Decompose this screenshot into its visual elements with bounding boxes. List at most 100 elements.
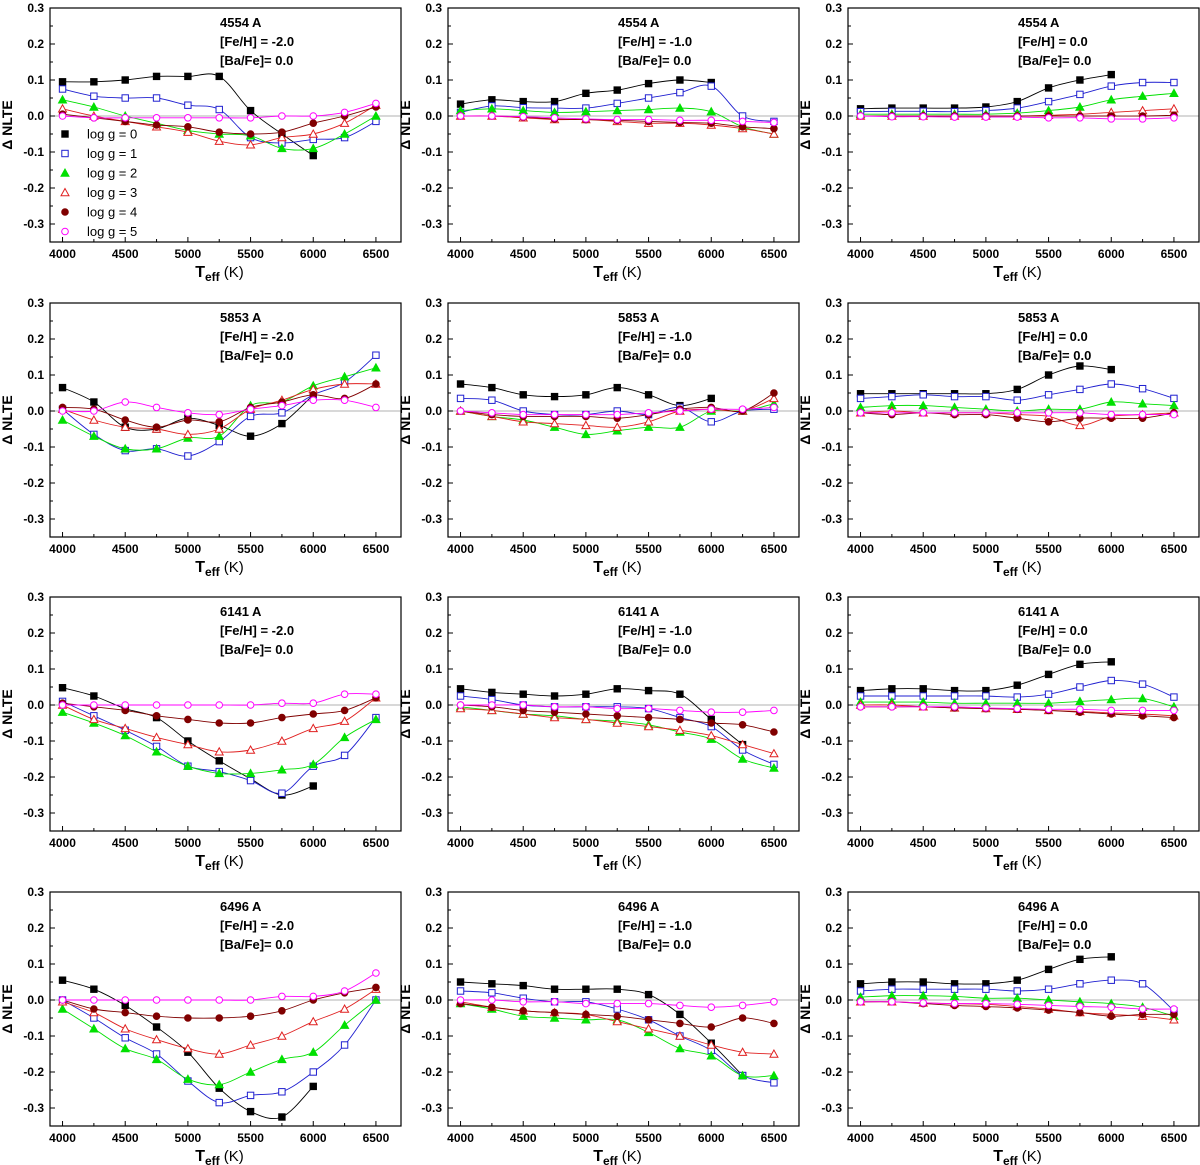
- x-tick-label: 6500: [1161, 1131, 1188, 1145]
- data-point: [340, 396, 349, 405]
- data-point: [488, 688, 496, 697]
- feh-label: [Fe/H] = 0.0: [1018, 918, 1088, 933]
- y-tick-label: -0.2: [421, 770, 442, 784]
- y-axis-label: Δ NLTE: [797, 689, 813, 738]
- data-point: [372, 380, 380, 388]
- data-point: [121, 701, 130, 709]
- data-point: [488, 112, 496, 120]
- data-point: [1044, 97, 1053, 106]
- data-point: [707, 116, 716, 125]
- data-series: [58, 351, 380, 460]
- y-tick-label: 0.3: [27, 296, 44, 310]
- data-point: [278, 1113, 286, 1121]
- data-point: [278, 992, 286, 1001]
- legend: log g = 0 log g = 1 log g = 2 log g = 3 log …: [60, 127, 137, 239]
- data-point: [278, 1088, 286, 1096]
- data-series: [856, 409, 1178, 419]
- data-point: [215, 72, 223, 81]
- x-tick-label: 4500: [112, 1131, 139, 1145]
- y-tick-label: 0.2: [27, 332, 44, 346]
- data-point: [215, 114, 224, 122]
- data-point: [309, 112, 318, 120]
- data-point: [919, 999, 928, 1007]
- data-point: [1138, 1005, 1147, 1013]
- data-point: [246, 1012, 255, 1021]
- y-tick-label: -0.1: [421, 145, 442, 159]
- data-point: [309, 1082, 317, 1091]
- data-point: [120, 723, 131, 733]
- data-point: [488, 701, 496, 709]
- x-tick-label: 6000: [698, 542, 725, 556]
- y-tick-label: 0.0: [27, 698, 44, 712]
- data-point: [550, 692, 559, 700]
- x-tick-label: 6000: [300, 1131, 327, 1145]
- feh-label: [Fe/H] = 0.0: [1018, 34, 1088, 49]
- data-point: [121, 1008, 130, 1017]
- y-tick-label: -0.2: [421, 1065, 442, 1079]
- x-tick-label: 4000: [49, 836, 76, 850]
- data-point: [613, 410, 622, 419]
- y-axis-label: Δ NLTE: [397, 984, 413, 1033]
- data-point: [340, 1041, 349, 1049]
- data-point: [277, 735, 287, 745]
- data-point: [1169, 103, 1179, 113]
- data-point: [1107, 658, 1115, 666]
- x-tick-label: 5500: [237, 247, 264, 261]
- data-point: [121, 114, 130, 122]
- data-point: [1170, 693, 1178, 701]
- data-point: [456, 701, 465, 709]
- data-point: [1013, 976, 1021, 984]
- data-point: [549, 418, 560, 428]
- x-axis-label: Teff (K): [593, 559, 642, 579]
- y-axis-label: Δ NLTE: [397, 100, 413, 149]
- data-point: [58, 383, 67, 392]
- data-point: [183, 1074, 193, 1083]
- x-tick-label: 6000: [698, 836, 725, 850]
- data-point: [1106, 94, 1117, 104]
- legend-marker: [61, 130, 69, 138]
- data-point: [246, 701, 255, 709]
- data-point: [1013, 97, 1021, 106]
- y-tick-label: -0.1: [821, 145, 842, 159]
- data-point: [888, 112, 896, 121]
- x-tick-label: 5000: [573, 1131, 600, 1145]
- x-tick-label: 5500: [1035, 542, 1062, 556]
- bafe-label: [Ba/Fe]= 0.0: [220, 642, 293, 657]
- data-point: [277, 764, 287, 774]
- x-tick-label: 6500: [761, 247, 788, 261]
- data-point: [769, 393, 779, 403]
- x-tick-label: 4500: [510, 1131, 537, 1145]
- data-point: [1138, 384, 1147, 393]
- data-point: [152, 1023, 161, 1031]
- data-point: [613, 383, 621, 392]
- data-point: [120, 1043, 131, 1053]
- data-point: [308, 128, 319, 138]
- data-series: [58, 396, 380, 419]
- data-point: [582, 89, 590, 98]
- line-label: 4554 A: [220, 15, 262, 30]
- data-point: [58, 407, 67, 415]
- data-point: [456, 112, 465, 120]
- data-point: [339, 716, 350, 725]
- data-point: [1075, 696, 1085, 706]
- plot-frame: [49, 891, 402, 1127]
- data-point: [581, 429, 591, 439]
- x-tick-label: 4000: [847, 1131, 874, 1145]
- data-point: [1044, 371, 1053, 379]
- x-tick-label: 6000: [300, 247, 327, 261]
- data-point: [675, 422, 685, 431]
- x-tick-label: 4000: [447, 836, 474, 850]
- data-point: [309, 782, 317, 790]
- data-series: [456, 692, 778, 769]
- data-point: [643, 721, 654, 731]
- data-point: [519, 690, 527, 698]
- data-point: [309, 119, 318, 127]
- data-point: [152, 72, 161, 81]
- data-point: [184, 715, 192, 724]
- data-point: [308, 723, 319, 733]
- data-point: [151, 1054, 162, 1064]
- data-point: [919, 112, 928, 121]
- data-point: [215, 757, 223, 765]
- y-tick-label: 0.3: [425, 590, 442, 604]
- data-point: [308, 1016, 319, 1026]
